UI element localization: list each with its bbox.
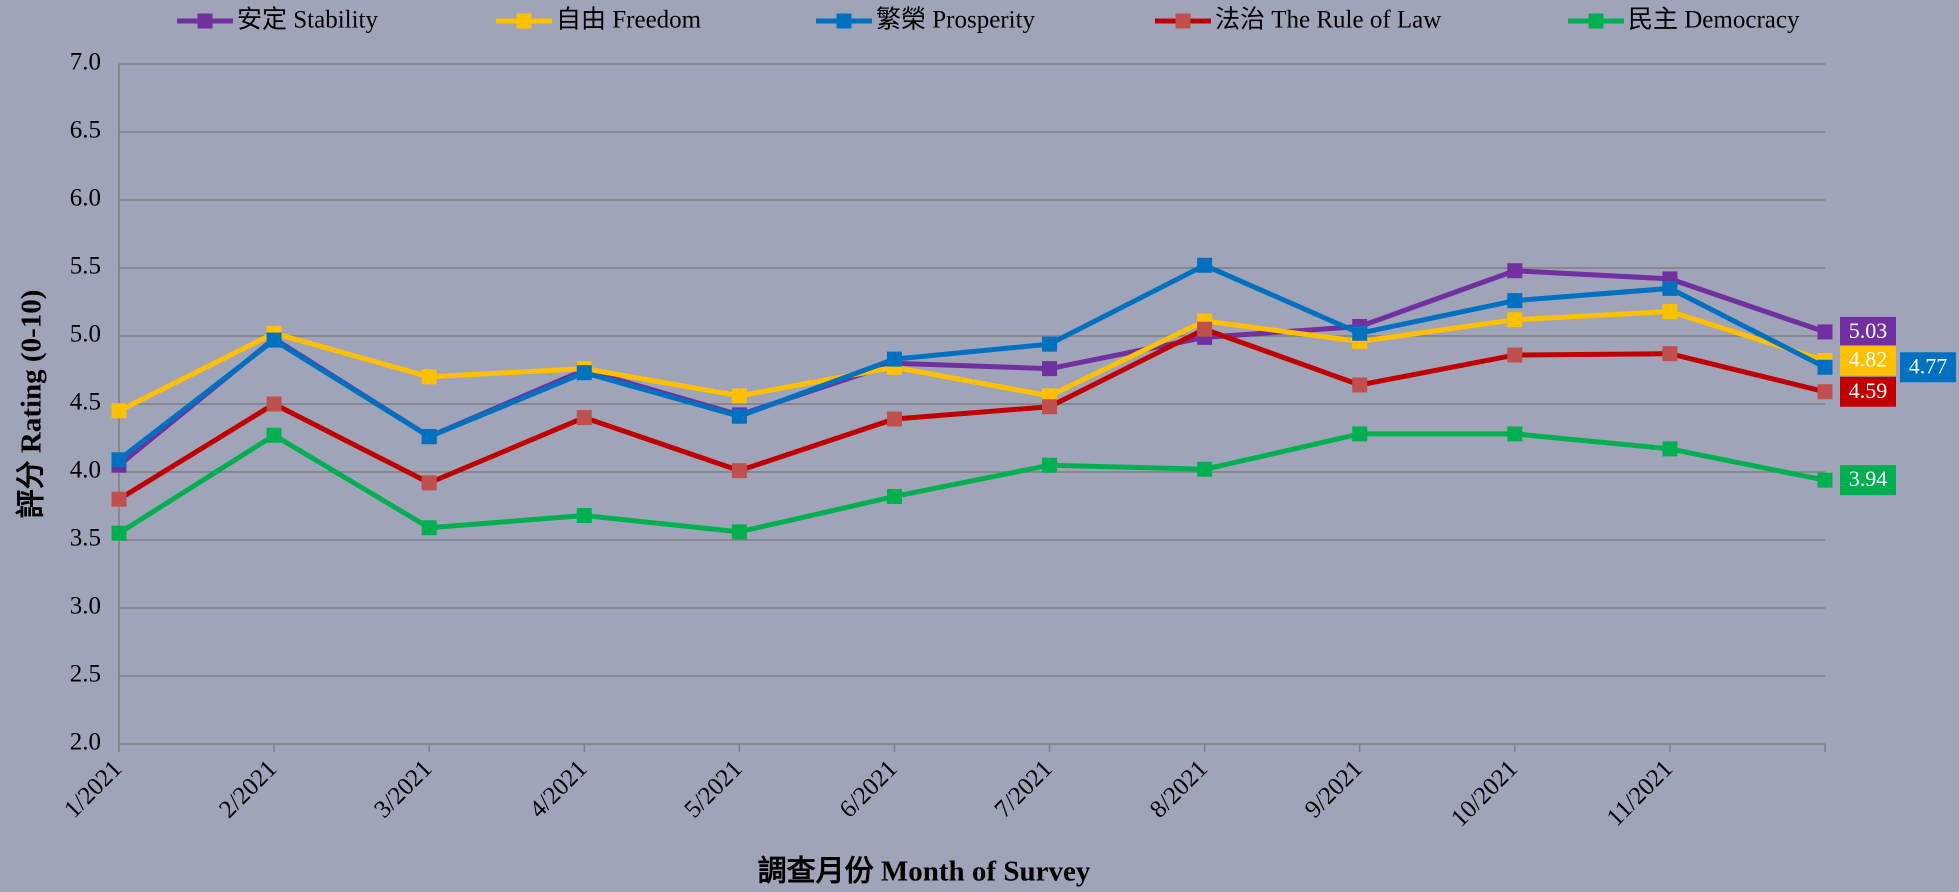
marker bbox=[266, 427, 282, 443]
marker bbox=[731, 463, 747, 479]
y-tick-label: 4.0 bbox=[70, 457, 101, 484]
marker bbox=[1817, 359, 1833, 375]
marker bbox=[421, 369, 437, 385]
y-tick-label: 6.0 bbox=[70, 185, 101, 212]
y-tick-label: 4.5 bbox=[70, 389, 101, 416]
legend-label: 自由 Freedom bbox=[556, 6, 702, 34]
y-tick-label: 3.0 bbox=[70, 593, 101, 620]
marker bbox=[1352, 377, 1368, 393]
legend-marker bbox=[516, 13, 532, 29]
value-label: 3.94 bbox=[1849, 466, 1888, 491]
marker bbox=[1507, 426, 1523, 442]
marker bbox=[731, 524, 747, 540]
marker bbox=[1352, 426, 1368, 442]
x-axis-title: 調查月份 Month of Survey bbox=[758, 855, 1091, 888]
marker bbox=[1042, 457, 1058, 473]
series-line bbox=[117, 431, 1826, 536]
marker bbox=[576, 365, 592, 381]
marker bbox=[576, 410, 592, 426]
marker bbox=[421, 429, 437, 445]
marker bbox=[1042, 361, 1058, 377]
marker bbox=[731, 408, 747, 424]
legend-label: 法治 The Rule of Law bbox=[1215, 6, 1441, 34]
marker bbox=[1197, 257, 1213, 273]
marker bbox=[1352, 325, 1368, 341]
marker bbox=[1507, 312, 1523, 328]
y-tick-label: 7.0 bbox=[70, 49, 101, 76]
legend-marker bbox=[1588, 13, 1604, 29]
y-tick-label: 5.5 bbox=[70, 253, 101, 280]
marker bbox=[886, 411, 902, 427]
value-label-box bbox=[1840, 376, 1896, 407]
marker bbox=[1507, 263, 1523, 279]
marker bbox=[576, 508, 592, 524]
y-tick-label: 2.5 bbox=[70, 661, 101, 688]
marker bbox=[1197, 461, 1213, 477]
marker bbox=[111, 403, 127, 419]
marker bbox=[421, 475, 437, 491]
legend-marker bbox=[197, 13, 213, 29]
value-label: 4.59 bbox=[1849, 378, 1888, 403]
marker bbox=[111, 452, 127, 468]
marker bbox=[1507, 347, 1523, 363]
series-line bbox=[117, 326, 1826, 502]
marker bbox=[266, 332, 282, 348]
marker bbox=[1817, 384, 1833, 400]
legend-label: 民主 Democracy bbox=[1628, 6, 1800, 34]
value-label-box bbox=[1840, 465, 1896, 496]
value-label-box bbox=[1840, 345, 1896, 376]
marker bbox=[1507, 293, 1523, 309]
y-tick-label: 5.0 bbox=[70, 321, 101, 348]
legend-marker bbox=[836, 13, 852, 29]
series-line bbox=[117, 309, 1826, 414]
value-label: 5.03 bbox=[1849, 318, 1888, 343]
marker bbox=[1662, 280, 1678, 296]
marker bbox=[111, 525, 127, 541]
marker bbox=[266, 396, 282, 412]
value-label: 4.77 bbox=[1909, 353, 1948, 378]
value-label-box bbox=[1840, 316, 1896, 347]
marker bbox=[421, 520, 437, 536]
value-label-box bbox=[1900, 352, 1956, 383]
marker bbox=[1662, 304, 1678, 320]
y-axis-title: 評分 Rating (0-10) bbox=[14, 290, 48, 519]
marker bbox=[731, 388, 747, 404]
marker bbox=[886, 488, 902, 504]
y-tick-label: 3.5 bbox=[70, 525, 101, 552]
y-tick-label: 2.0 bbox=[70, 729, 101, 756]
y-tick-label: 6.5 bbox=[70, 117, 101, 144]
value-label: 4.82 bbox=[1849, 347, 1888, 372]
marker bbox=[886, 351, 902, 367]
legend-label: 安定 Stability bbox=[237, 6, 378, 34]
marker bbox=[1042, 399, 1058, 415]
marker bbox=[1817, 324, 1833, 340]
legend-label: 繁榮 Prosperity bbox=[876, 6, 1036, 34]
marker bbox=[1662, 441, 1678, 457]
marker bbox=[111, 491, 127, 507]
marker bbox=[1817, 472, 1833, 488]
marker bbox=[1662, 346, 1678, 362]
marker bbox=[1197, 321, 1213, 337]
marker bbox=[1042, 336, 1058, 352]
series-line bbox=[117, 262, 1827, 462]
legend-marker bbox=[1175, 13, 1191, 29]
